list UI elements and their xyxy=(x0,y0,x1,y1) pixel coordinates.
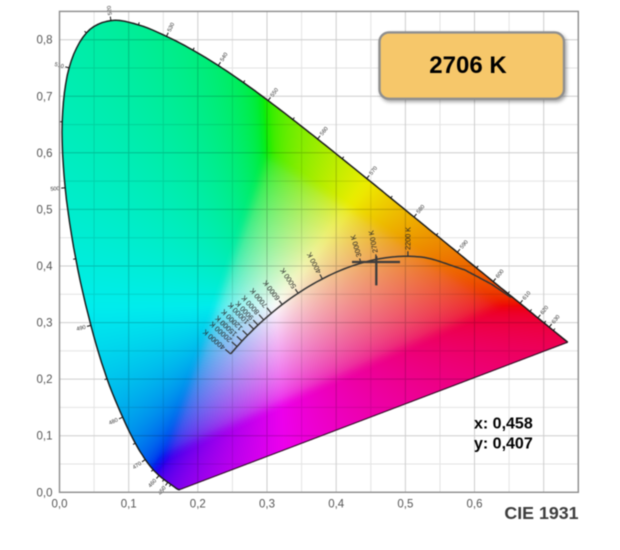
svg-text:520: 520 xyxy=(106,5,113,15)
svg-text:590: 590 xyxy=(459,239,470,250)
svg-text:2706 K: 2706 K xyxy=(429,52,507,79)
svg-text:620: 620 xyxy=(540,305,551,316)
svg-text:490: 490 xyxy=(76,325,87,333)
svg-text:470: 470 xyxy=(132,461,143,471)
svg-text:0,2: 0,2 xyxy=(190,499,206,511)
svg-text:0,4: 0,4 xyxy=(328,499,345,511)
svg-text:y: 0,407: y: 0,407 xyxy=(474,435,533,452)
svg-text:0,4: 0,4 xyxy=(37,261,54,273)
svg-text:0,5: 0,5 xyxy=(37,204,53,216)
svg-text:460: 460 xyxy=(147,478,158,489)
svg-text:0,1: 0,1 xyxy=(37,431,53,443)
svg-text:0,1: 0,1 xyxy=(121,499,137,511)
svg-text:x: 0,458: x: 0,458 xyxy=(474,416,533,433)
svg-text:560: 560 xyxy=(319,126,330,137)
svg-text:500: 500 xyxy=(50,186,60,193)
svg-text:0,2: 0,2 xyxy=(37,374,53,386)
svg-text:0,0: 0,0 xyxy=(37,487,53,499)
svg-text:550: 550 xyxy=(270,87,280,98)
svg-text:0,6: 0,6 xyxy=(37,148,53,160)
svg-text:0,3: 0,3 xyxy=(259,499,275,511)
svg-text:540: 540 xyxy=(219,52,229,63)
svg-text:570: 570 xyxy=(368,166,379,177)
svg-text:0,5: 0,5 xyxy=(397,499,413,511)
svg-text:610: 610 xyxy=(522,290,533,301)
svg-text:450: 450 xyxy=(157,485,167,496)
svg-text:0,0: 0,0 xyxy=(52,499,68,511)
svg-text:530: 530 xyxy=(167,22,176,33)
svg-text:0,3: 0,3 xyxy=(37,318,53,330)
svg-text:600: 600 xyxy=(495,269,506,280)
svg-text:0,8: 0,8 xyxy=(37,35,53,47)
svg-text:5000 K: 5000 K xyxy=(278,266,298,290)
svg-text:4000 K: 4000 K xyxy=(305,251,324,276)
svg-text:0,7: 0,7 xyxy=(37,91,53,103)
svg-text:630: 630 xyxy=(551,314,562,325)
svg-text:2200 K: 2200 K xyxy=(403,227,412,250)
svg-text:580: 580 xyxy=(416,204,427,215)
svg-text:CIE 1931: CIE 1931 xyxy=(504,503,578,523)
svg-text:0,6: 0,6 xyxy=(467,499,483,511)
svg-text:480: 480 xyxy=(108,417,119,426)
svg-text:2700 K: 2700 K xyxy=(366,229,379,253)
